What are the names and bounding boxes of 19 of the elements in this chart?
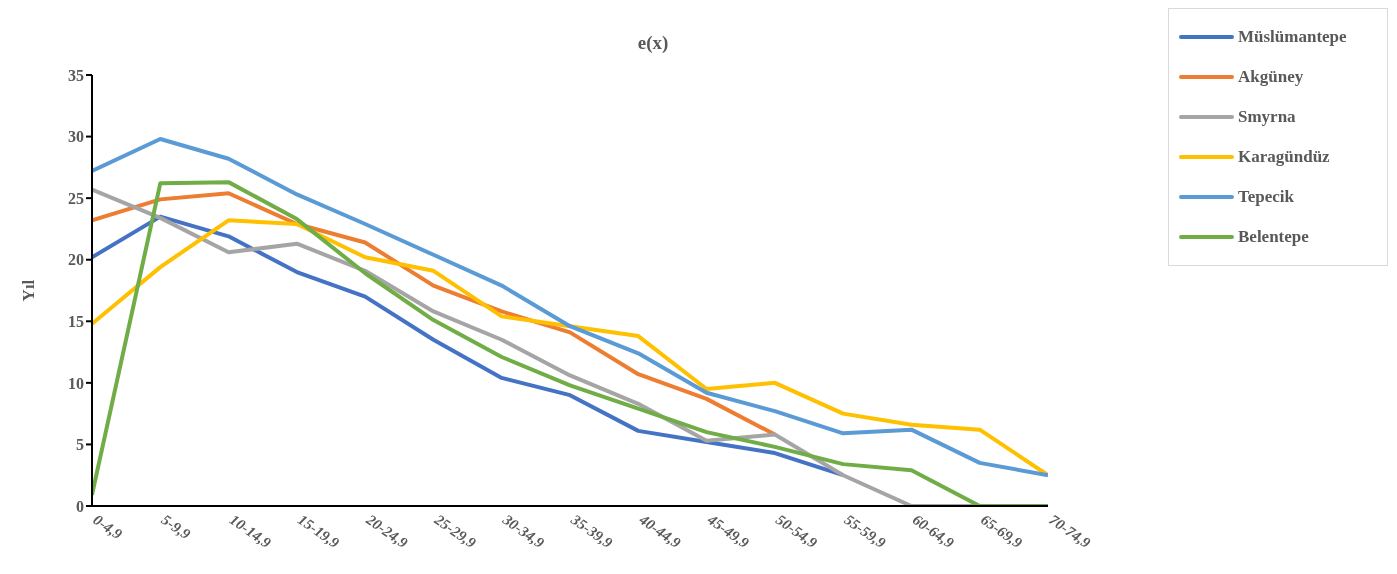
x-tick-label: 0-4,9 [90, 511, 126, 543]
y-tick-label: 35 [68, 66, 84, 84]
y-tick-label: 30 [68, 128, 84, 146]
y-tick-label: 10 [68, 374, 84, 392]
y-axis-title: Yıl [19, 279, 39, 302]
legend-label: Müslümantepe [1238, 27, 1347, 47]
chart-title: e(x) [637, 32, 669, 53]
y-tick-label: 25 [68, 189, 84, 207]
y-tick-label: 15 [68, 312, 84, 330]
legend-label: Belentepe [1238, 227, 1309, 247]
y-tick-label: 5 [76, 436, 84, 454]
y-tick-label: 0 [76, 497, 84, 515]
legend-label: Tepecik [1238, 187, 1295, 207]
line-series [92, 137, 1048, 478]
legend-label: Akgüney [1238, 67, 1304, 87]
legend-label: Smyrna [1238, 107, 1296, 127]
x-tick-label: 5-9,9 [158, 511, 194, 543]
legend-label: Karagündüz [1238, 147, 1330, 167]
y-tick-label: 20 [68, 251, 84, 269]
